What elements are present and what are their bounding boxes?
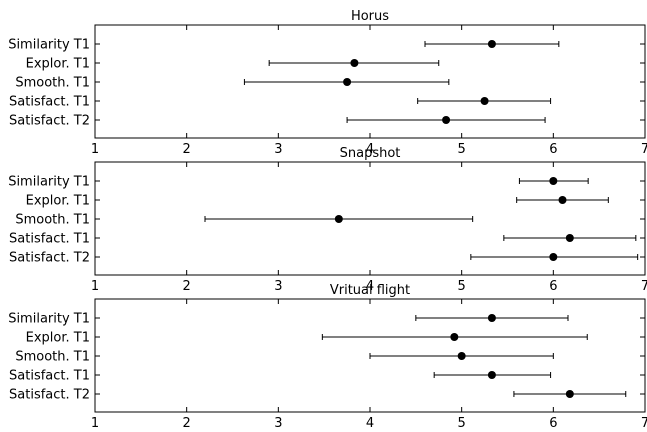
panel-1-xtick-label: 7 xyxy=(641,142,647,157)
panel-3-xtick-label: 6 xyxy=(549,416,557,431)
panel-2-mean-point xyxy=(558,196,567,204)
panel-3-mean-point xyxy=(487,314,496,322)
panel-3-mean-point xyxy=(487,371,496,379)
panel-1-mean-point xyxy=(487,40,496,48)
panel-2-xtick-label: 5 xyxy=(458,279,466,294)
panel-3-title: Vritual flight xyxy=(330,283,410,298)
panel-1-category-label: Smooth. T1 xyxy=(15,76,90,91)
panel-1-mean-point xyxy=(343,78,352,86)
panel-2-mean-point xyxy=(549,177,558,185)
panel-2-category-label: Similarity T1 xyxy=(8,175,90,190)
panel-1-xtick-label: 5 xyxy=(458,142,466,157)
panel-2-xtick-label: 1 xyxy=(91,279,99,294)
panel-1-xtick-label: 1 xyxy=(91,142,99,157)
panel-3-category-label: Smooth. T1 xyxy=(15,350,90,365)
panel-1-title: Horus xyxy=(351,9,389,24)
panel-3-xtick-label: 7 xyxy=(641,416,647,431)
panel-1-mean-point xyxy=(480,97,489,105)
panel-3-category-label: Satisfact. T2 xyxy=(9,388,90,403)
panel-1-category-label: Satisfact. T2 xyxy=(9,114,90,129)
panel-2-xtick-label: 2 xyxy=(183,279,191,294)
panel-2-xtick-label: 4 xyxy=(366,279,374,294)
panel-2-category-label: Explor. T1 xyxy=(26,194,90,209)
panel-2-category-label: Satisfact. T2 xyxy=(9,251,90,266)
panel-3-xtick-label: 2 xyxy=(183,416,191,431)
panel-3-category-label: Satisfact. T1 xyxy=(9,369,90,384)
panel-2-mean-point xyxy=(549,253,558,261)
panel-1-category-label: Similarity T1 xyxy=(8,38,90,53)
panel-3-category-label: Similarity T1 xyxy=(8,312,90,327)
panel-2-mean-point xyxy=(565,234,574,242)
panel-1-xtick-label: 3 xyxy=(274,142,282,157)
panel-1-mean-point xyxy=(350,59,359,67)
panel-2-category-label: Smooth. T1 xyxy=(15,213,90,228)
panel-2-category-label: Satisfact. T1 xyxy=(9,232,90,247)
panel-3-xtick-label: 1 xyxy=(91,416,99,431)
panel-2-title: Snapshot xyxy=(340,146,401,161)
panel-3-xtick-label: 4 xyxy=(366,416,374,431)
panel-1-mean-point xyxy=(442,116,451,124)
panel-1-xtick-label: 2 xyxy=(183,142,191,157)
panel-2-xtick-label: 7 xyxy=(641,279,647,294)
panel-1-xtick-label: 6 xyxy=(549,142,557,157)
panel-1-xtick-label: 4 xyxy=(366,142,374,157)
panel-3-mean-point xyxy=(450,333,459,341)
panel-3-category-label: Explor. T1 xyxy=(26,331,90,346)
panel-3-xtick-label: 5 xyxy=(458,416,466,431)
panel-3-mean-point xyxy=(457,352,466,360)
panel-1-category-label: Satisfact. T1 xyxy=(9,95,90,110)
panel-2-xtick-label: 6 xyxy=(549,279,557,294)
panel-1-category-label: Explor. T1 xyxy=(26,57,90,72)
panel-2-xtick-label: 3 xyxy=(274,279,282,294)
panel-2-mean-point xyxy=(334,215,343,223)
panel-3-mean-point xyxy=(565,390,574,398)
panel-3-xtick-label: 3 xyxy=(274,416,282,431)
